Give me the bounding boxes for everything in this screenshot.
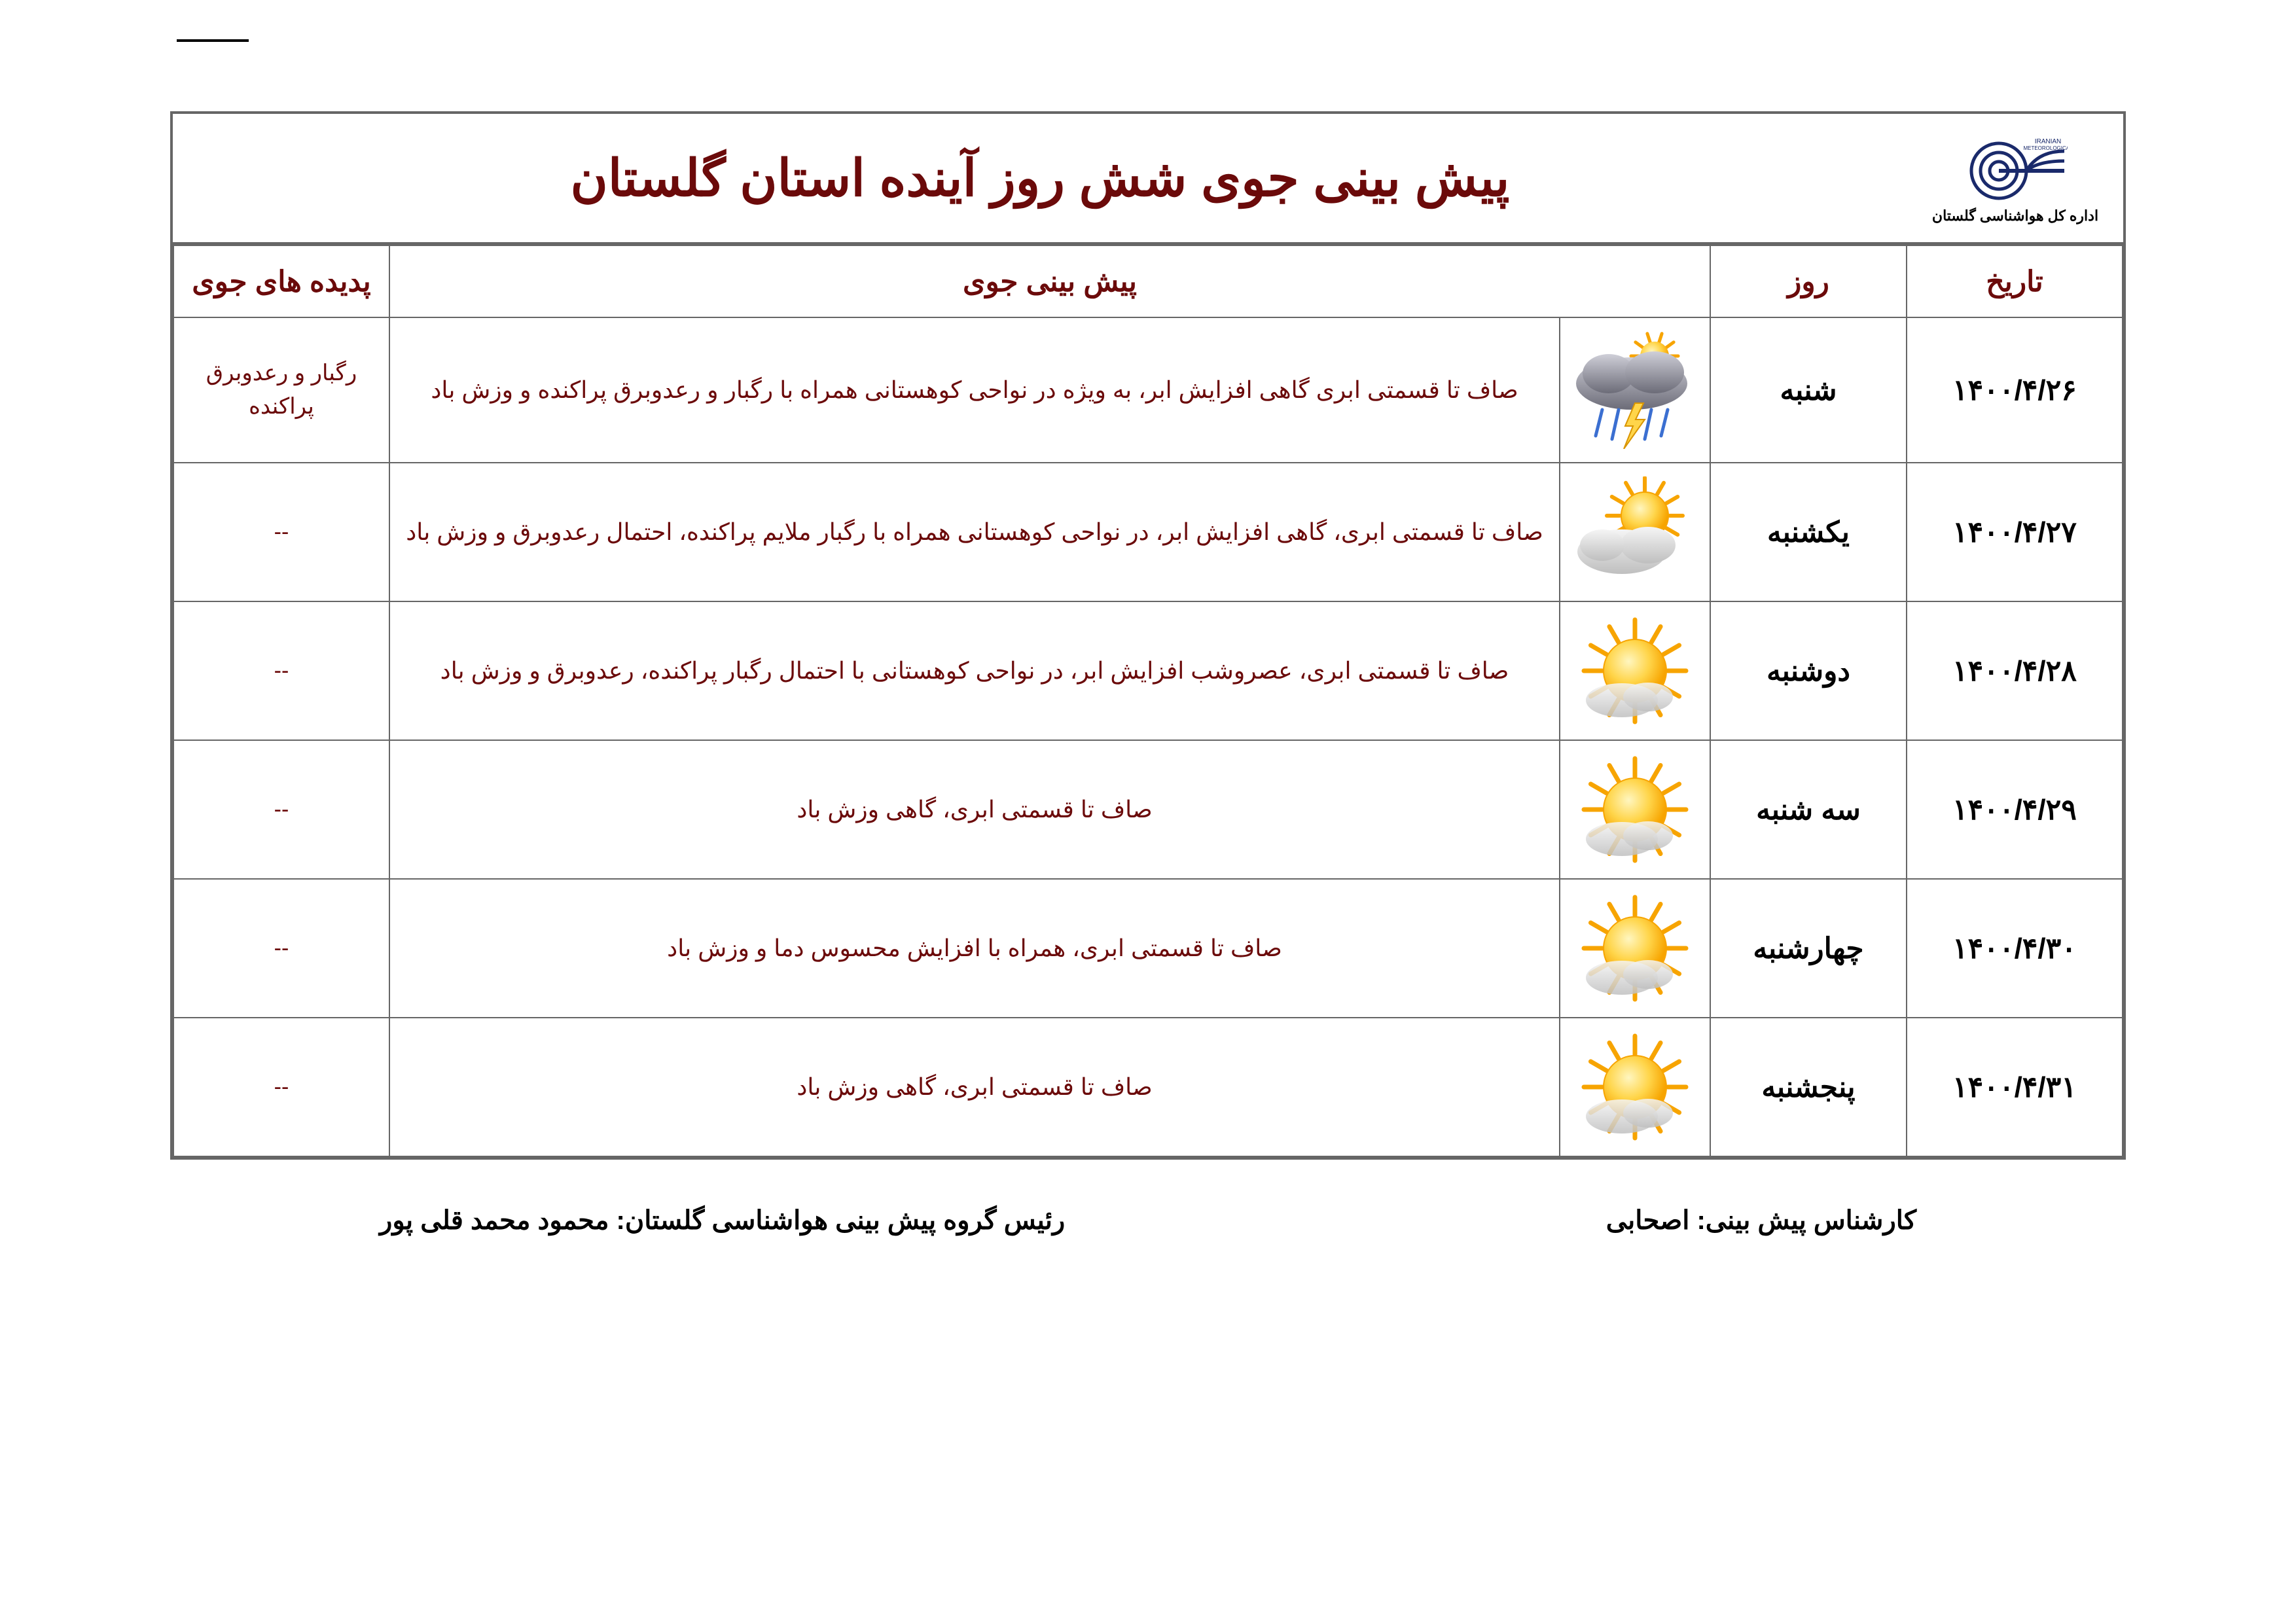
svg-text:METEOROLOGICAL: METEOROLOGICAL	[2023, 145, 2068, 151]
footer: کارشناس پیش بینی: اصحابی رئیس گروه پیش ب…	[170, 1160, 2126, 1236]
date-cell: ۱۴۰۰/۴/۲۸	[1907, 601, 2123, 740]
weather-storm-icon	[1572, 331, 1698, 449]
phenomena-cell: --	[173, 879, 389, 1018]
expert-name: اصحابی	[1606, 1206, 1690, 1235]
col-header-forecast: پیش بینی جوی	[389, 245, 1710, 317]
date-cell: ۱۴۰۰/۴/۲۷	[1907, 463, 2123, 601]
table-row: ۱۴۰۰/۴/۳۰ چهارشنبه صاف تا قسمتی ابری، هم…	[173, 879, 2123, 1018]
phenomena-cell: --	[173, 463, 389, 601]
weather-sun-icon	[1572, 615, 1698, 726]
chief-label: رئیس گروه پیش بینی هواشناسی گلستان:	[617, 1206, 1066, 1235]
col-header-day: روز	[1710, 245, 1907, 317]
forecast-table: تاریخ روز پیش بینی جوی پدیده های جوی ۱۴۰…	[173, 245, 2123, 1157]
description-cell: صاف تا قسمتی ابری گاهی افزایش ابر، به وی…	[389, 317, 1560, 463]
title-cell: پیش بینی جوی شش روز آینده استان گلستان	[173, 149, 1907, 208]
weather-icon-cell	[1560, 879, 1710, 1018]
phenomena-cell: رگبار و رعدوبرق پراکنده	[173, 317, 389, 463]
svg-text:IRANIAN: IRANIAN	[2035, 138, 2062, 145]
phenomena-cell: --	[173, 740, 389, 879]
description-cell: صاف تا قسمتی ابری، عصروشب افزایش ابر، در…	[389, 601, 1560, 740]
forecast-container: IRANIAN METEOROLOGICAL اداره کل هواشناسی…	[170, 111, 2126, 1160]
logo-cell: IRANIAN METEOROLOGICAL اداره کل هواشناسی…	[1907, 125, 2123, 231]
table-header-row: تاریخ روز پیش بینی جوی پدیده های جوی	[173, 245, 2123, 317]
description-cell: صاف تا قسمتی ابری، گاهی وزش باد	[389, 1018, 1560, 1156]
weather-icon-cell	[1560, 740, 1710, 879]
date-cell: ۱۴۰۰/۴/۲۹	[1907, 740, 2123, 879]
day-cell: دوشنبه	[1710, 601, 1907, 740]
table-row: ۱۴۰۰/۴/۳۱ پنجشنبه صاف تا قسمتی ابری، گاه…	[173, 1018, 2123, 1156]
weather-sun-icon	[1572, 1031, 1698, 1143]
date-cell: ۱۴۰۰/۴/۳۱	[1907, 1018, 2123, 1156]
phenomena-cell: --	[173, 601, 389, 740]
weather-icon-cell	[1560, 463, 1710, 601]
day-cell: یکشنبه	[1710, 463, 1907, 601]
chief-name: محمود محمد قلی پور	[380, 1206, 609, 1235]
logo-caption: اداره کل هواشناسی گلستان	[1932, 207, 2098, 224]
day-cell: شنبه	[1710, 317, 1907, 463]
weather-sun-icon	[1572, 893, 1698, 1004]
col-header-phenomena: پدیده های جوی	[173, 245, 389, 317]
table-row: ۱۴۰۰/۴/۲۹ سه شنبه صاف تا قسمتی ابری، گاه…	[173, 740, 2123, 879]
phenomena-cell: --	[173, 1018, 389, 1156]
description-cell: صاف تا قسمتی ابری، گاهی افزایش ابر، در ن…	[389, 463, 1560, 601]
table-row: ۱۴۰۰/۴/۲۸ دوشنبه صاف تا قسمتی ابری، عصرو…	[173, 601, 2123, 740]
table-row: ۱۴۰۰/۴/۲۶ شنبه صاف تا قسمتی ابری گاهی اف…	[173, 317, 2123, 463]
weather-icon-cell	[1560, 1018, 1710, 1156]
weather-sun-cloud-icon	[1572, 476, 1698, 588]
header-row: IRANIAN METEOROLOGICAL اداره کل هواشناسی…	[173, 114, 2123, 245]
expert-label: کارشناس پیش بینی:	[1696, 1206, 1916, 1235]
date-cell: ۱۴۰۰/۴/۲۶	[1907, 317, 2123, 463]
chief-block: رئیس گروه پیش بینی هواشناسی گلستان: محمو…	[380, 1205, 1065, 1236]
day-cell: سه شنبه	[1710, 740, 1907, 879]
description-cell: صاف تا قسمتی ابری، گاهی وزش باد	[389, 740, 1560, 879]
decorative-line	[177, 39, 249, 42]
expert-block: کارشناس پیش بینی: اصحابی	[1606, 1205, 1916, 1236]
page-title: پیش بینی جوی شش روز آینده استان گلستان	[173, 149, 1907, 208]
weather-icon-cell	[1560, 601, 1710, 740]
date-cell: ۱۴۰۰/۴/۳۰	[1907, 879, 2123, 1018]
description-cell: صاف تا قسمتی ابری، همراه با افزایش محسوس…	[389, 879, 1560, 1018]
weather-sun-icon	[1572, 754, 1698, 865]
iranian-meteorological-logo-icon: IRANIAN METEOROLOGICAL	[1963, 132, 2068, 204]
day-cell: چهارشنبه	[1710, 879, 1907, 1018]
table-row: ۱۴۰۰/۴/۲۷ یکشنبه صاف تا قسمتی ابری، گاهی…	[173, 463, 2123, 601]
day-cell: پنجشنبه	[1710, 1018, 1907, 1156]
weather-icon-cell	[1560, 317, 1710, 463]
col-header-date: تاریخ	[1907, 245, 2123, 317]
